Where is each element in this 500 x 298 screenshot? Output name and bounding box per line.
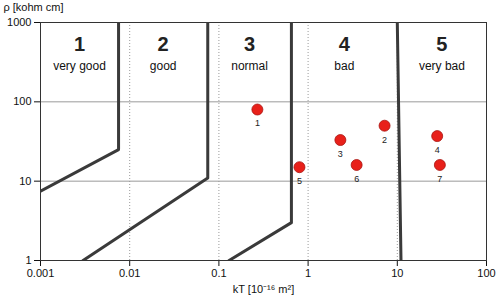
svg-text:10: 10: [19, 175, 31, 187]
svg-text:1: 1: [255, 118, 260, 128]
svg-text:7: 7: [437, 174, 442, 184]
svg-text:0.01: 0.01: [119, 267, 140, 279]
svg-text:0.001: 0.001: [27, 267, 55, 279]
svg-text:6: 6: [354, 174, 359, 184]
svg-text:normal: normal: [231, 59, 268, 73]
svg-text:1: 1: [25, 254, 31, 266]
svg-text:100: 100: [477, 267, 495, 279]
svg-text:ρ [kohm cm]: ρ [kohm cm]: [4, 1, 64, 13]
svg-text:good: good: [150, 59, 177, 73]
svg-text:kT [10⁻¹⁶ m²]: kT [10⁻¹⁶ m²]: [233, 283, 295, 295]
svg-text:3: 3: [244, 33, 255, 55]
svg-text:0.1: 0.1: [211, 267, 226, 279]
svg-text:very bad: very bad: [419, 59, 465, 73]
svg-text:100: 100: [13, 95, 31, 107]
svg-text:3: 3: [338, 149, 343, 159]
svg-text:very good: very good: [53, 59, 106, 73]
svg-text:1: 1: [305, 267, 311, 279]
svg-text:2: 2: [158, 33, 169, 55]
svg-text:1: 1: [74, 33, 85, 55]
svg-text:bad: bad: [334, 59, 354, 73]
svg-text:2: 2: [382, 135, 387, 145]
svg-text:4: 4: [435, 145, 440, 155]
svg-text:5: 5: [297, 176, 302, 186]
svg-text:1000: 1000: [7, 16, 31, 28]
svg-text:4: 4: [339, 33, 351, 55]
svg-text:5: 5: [436, 33, 447, 55]
svg-text:10: 10: [391, 267, 403, 279]
